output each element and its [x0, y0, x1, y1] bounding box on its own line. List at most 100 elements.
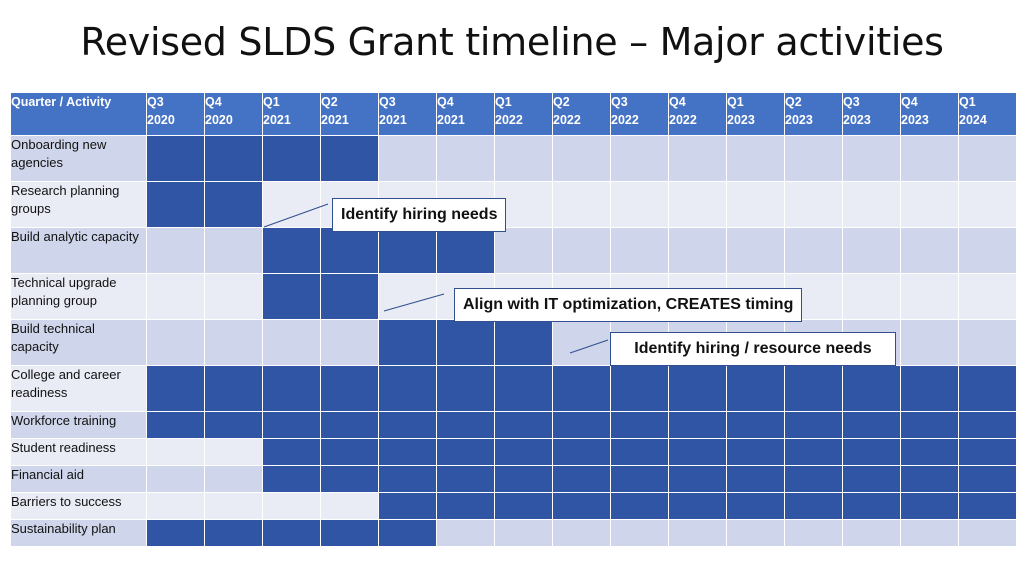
year-label: 2022 [669, 113, 697, 127]
timeline-table: Quarter / Activity Q3 2020 Q4 2020 Q1 2021 Q2 2… [10, 92, 1017, 547]
timeline-bar-cell [494, 411, 553, 439]
callout-identify-hiring-needs: Identify hiring needs [332, 198, 507, 232]
header-quarter: Q4 2022 [668, 92, 727, 136]
year-label: 2022 [495, 113, 523, 127]
header-quarter: Q2 2023 [784, 92, 843, 136]
header-quarter: Q1 2024 [958, 92, 1017, 136]
timeline-empty-cell [378, 135, 437, 182]
timeline-empty-cell [900, 319, 959, 366]
timeline-empty-cell [146, 319, 205, 366]
header-quarter: Q2 2021 [320, 92, 379, 136]
timeline-bar-cell [378, 365, 437, 412]
activity-label: Build technical capacity [10, 319, 147, 366]
table-row: Onboarding new agencies [10, 135, 1017, 182]
year-label: 2020 [147, 113, 175, 127]
quarter-label: Q3 [379, 95, 396, 109]
timeline-bar-cell [900, 438, 959, 466]
timeline-empty-cell [900, 273, 959, 320]
connector-line-3 [569, 339, 609, 354]
timeline-empty-cell [436, 135, 495, 182]
header-quarter: Q4 2021 [436, 92, 495, 136]
quarter-label: Q1 [727, 95, 744, 109]
timeline-bar-cell [204, 411, 263, 439]
timeline-bar-cell [146, 181, 205, 228]
quarter-label: Q2 [785, 95, 802, 109]
quarter-label: Q3 [147, 95, 164, 109]
connector-line-2 [383, 293, 445, 312]
timeline-empty-cell [900, 227, 959, 274]
timeline-bar-cell [494, 365, 553, 412]
quarter-label: Q4 [901, 95, 918, 109]
timeline-bar-cell [436, 227, 495, 274]
activity-label: Technical upgrade planning group [10, 273, 147, 320]
callout-align-it-optimization: Align with IT optimization, CREATES timi… [454, 288, 803, 322]
header-quarter: Q1 2021 [262, 92, 321, 136]
timeline-bar-cell [378, 519, 437, 547]
timeline-bar-cell [494, 492, 553, 520]
timeline-bar-cell [436, 492, 495, 520]
header-quarter: Q3 2022 [610, 92, 669, 136]
quarter-label: Q4 [205, 95, 222, 109]
timeline-empty-cell [610, 135, 669, 182]
timeline-empty-cell [726, 227, 785, 274]
table-row: Build analytic capacity [10, 227, 1017, 274]
timeline-empty-cell [320, 492, 379, 520]
timeline-bar-cell [958, 465, 1017, 493]
timeline-bar-cell [378, 411, 437, 439]
activity-label: Student readiness [10, 438, 147, 466]
table-header-row: Quarter / Activity Q3 2020 Q4 2020 Q1 2021 Q2 2… [10, 92, 1017, 136]
timeline-empty-cell [610, 227, 669, 274]
timeline-empty-cell [900, 135, 959, 182]
timeline-bar-cell [436, 465, 495, 493]
timeline-empty-cell [668, 181, 727, 228]
year-label: 2020 [205, 113, 233, 127]
timeline-bar-cell [900, 492, 959, 520]
timeline-empty-cell [958, 227, 1017, 274]
year-label: 2023 [901, 113, 929, 127]
header-quarter: Q1 2022 [494, 92, 553, 136]
timeline-empty-cell [552, 135, 611, 182]
quarter-label: Q3 [843, 95, 860, 109]
timeline-empty-cell [842, 519, 901, 547]
slide-title: Revised SLDS Grant timeline – Major acti… [80, 20, 944, 64]
table-row: Workforce training [10, 411, 1017, 439]
table-row: Sustainability plan [10, 519, 1017, 547]
header-quarter: Q3 2021 [378, 92, 437, 136]
year-label: 2021 [437, 113, 465, 127]
timeline-empty-cell [958, 181, 1017, 228]
timeline-empty-cell [842, 135, 901, 182]
timeline-bar-cell [320, 227, 379, 274]
timeline-bar-cell [262, 519, 321, 547]
timeline-empty-cell [494, 227, 553, 274]
year-label: 2021 [321, 113, 349, 127]
timeline-bar-cell [668, 365, 727, 412]
timeline-empty-cell [204, 492, 263, 520]
timeline-bar-cell [900, 365, 959, 412]
timeline-empty-cell [262, 319, 321, 366]
timeline-empty-cell [262, 492, 321, 520]
activity-label: Barriers to success [10, 492, 147, 520]
timeline-bar-cell [320, 411, 379, 439]
year-label: 2022 [611, 113, 639, 127]
quarter-label: Q2 [321, 95, 338, 109]
header-quarter: Q3 2020 [146, 92, 205, 136]
timeline-empty-cell [494, 519, 553, 547]
timeline-bar-cell [494, 438, 553, 466]
timeline-empty-cell [958, 519, 1017, 547]
activity-label: College and career readiness [10, 365, 147, 412]
timeline-bar-cell [784, 411, 843, 439]
quarter-label: Q1 [495, 95, 512, 109]
timeline-bar-cell [842, 465, 901, 493]
timeline-bar-cell [262, 135, 321, 182]
timeline-bar-cell [842, 438, 901, 466]
timeline-empty-cell [668, 135, 727, 182]
timeline-bar-cell [958, 492, 1017, 520]
header-quarter: Q4 2023 [900, 92, 959, 136]
timeline-empty-cell [146, 492, 205, 520]
timeline-bar-cell [146, 365, 205, 412]
timeline-empty-cell [436, 519, 495, 547]
timeline-empty-cell [784, 519, 843, 547]
activity-label: Workforce training [10, 411, 147, 439]
timeline-empty-cell [958, 273, 1017, 320]
